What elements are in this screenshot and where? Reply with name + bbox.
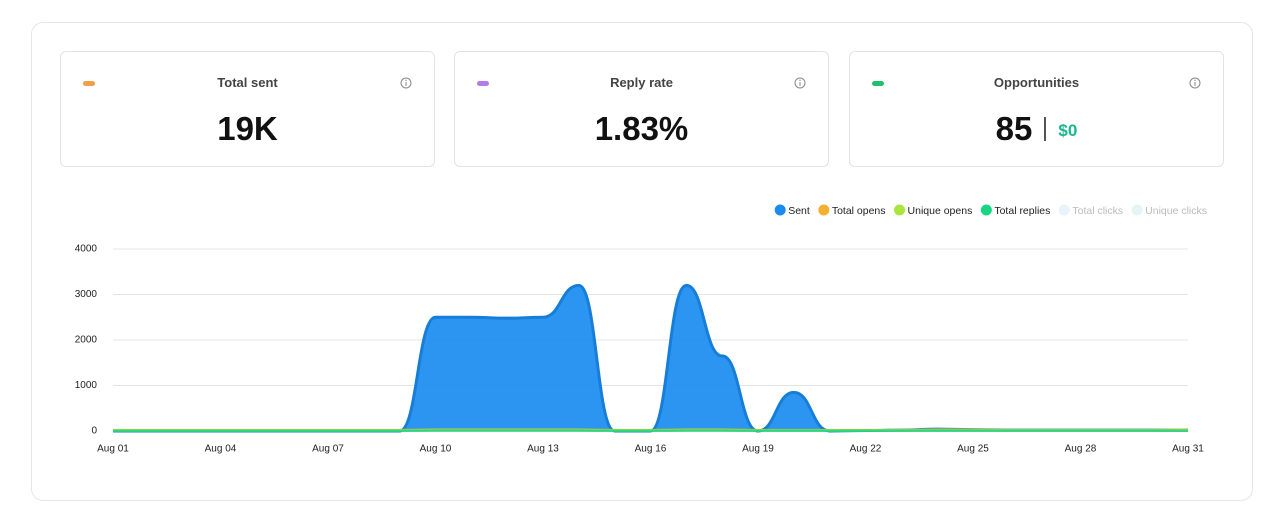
y-tick-label: 2000 <box>75 335 98 346</box>
y-tick-label: 1000 <box>75 380 98 391</box>
indicator <box>477 81 489 86</box>
x-tick-label: Aug 10 <box>420 444 452 455</box>
legend-marker <box>894 204 906 216</box>
legend-marker <box>980 204 992 216</box>
y-tick-label: 4000 <box>75 244 98 255</box>
x-tick-label: Aug 01 <box>97 444 129 455</box>
x-tick-label: Aug 16 <box>635 444 667 455</box>
separator <box>1044 117 1047 141</box>
card-title: Total sent <box>217 75 278 90</box>
card-title: Opportunities <box>993 75 1080 90</box>
legend-label: Total opens <box>832 205 886 217</box>
x-tick-label: Aug 19 <box>742 444 774 455</box>
y-tick-label: 0 <box>91 426 97 437</box>
card-value: 85 <box>995 110 1033 147</box>
legend-label: Sent <box>788 205 810 217</box>
x-tick-label: Aug 04 <box>205 444 237 455</box>
card-value-row: 85 $0 <box>850 110 1223 148</box>
card-value: 1.83% <box>594 110 689 147</box>
info-icon[interactable] <box>794 77 806 89</box>
legend-label: Total clicks <box>1072 205 1123 217</box>
indicator <box>872 81 884 86</box>
x-tick-label: Aug 28 <box>1065 444 1097 455</box>
stat-card: Reply rate 1.83% <box>454 51 829 167</box>
card-subvalue: $0 <box>1058 121 1078 140</box>
legend-label: Unique opens <box>908 205 973 217</box>
legend-label: Unique clicks <box>1145 205 1207 217</box>
legend-marker <box>774 204 786 216</box>
info-icon[interactable] <box>400 77 412 89</box>
x-tick-label: Aug 31 <box>1172 444 1204 455</box>
stat-card: Opportunities 85 $0 <box>849 51 1224 167</box>
legend-marker <box>1131 204 1143 216</box>
stat-card: Total sent 19K <box>60 51 435 167</box>
legend-marker <box>818 204 830 216</box>
x-tick-label: Aug 25 <box>957 444 989 455</box>
card-value: 19K <box>217 110 278 147</box>
x-tick-label: Aug 13 <box>527 444 559 455</box>
x-tick-label: Aug 22 <box>850 444 882 455</box>
info-icon[interactable] <box>1189 77 1201 89</box>
line <box>113 283 1188 433</box>
legend-label: Total replies <box>994 205 1050 217</box>
indicator <box>83 81 95 86</box>
legend-marker <box>1058 204 1070 216</box>
x-tick-label: Aug 07 <box>312 444 344 455</box>
panel <box>31 22 1253 501</box>
area <box>113 285 1188 431</box>
card-title: Reply rate <box>610 75 673 90</box>
y-tick-label: 3000 <box>75 289 98 300</box>
